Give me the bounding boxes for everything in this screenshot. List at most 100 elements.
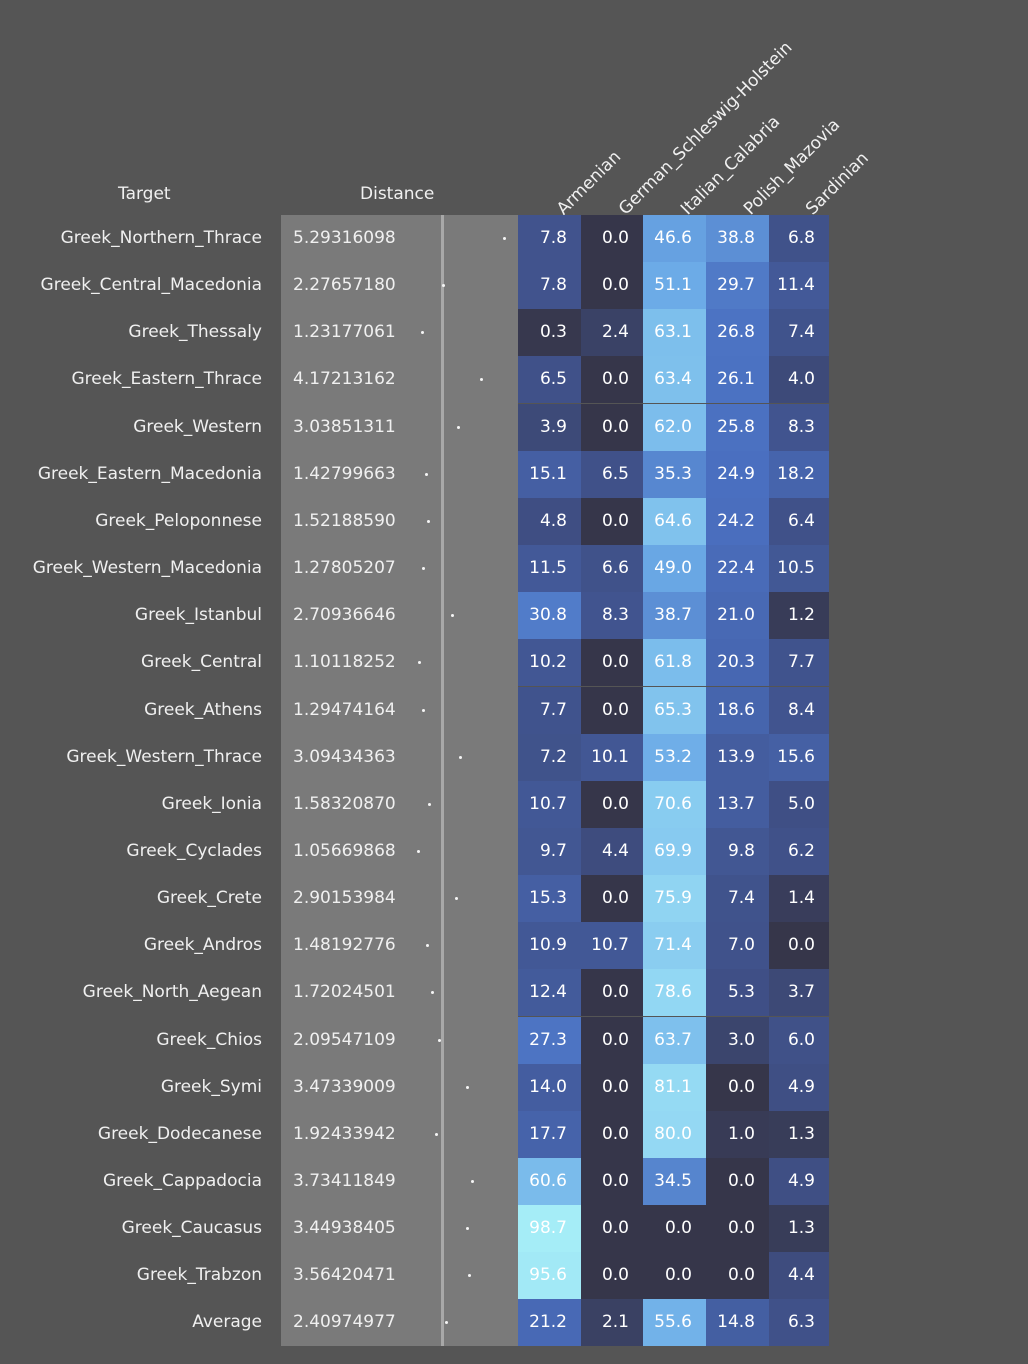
target-label: Greek_Northern_Thrace (60, 228, 262, 248)
heatmap-cell: 26.8 (706, 309, 769, 357)
heatmap-cell: 6.2 (769, 827, 829, 875)
heatmap-cell: 98.7 (518, 1205, 581, 1253)
distance-value: 1.42799663 (293, 463, 396, 484)
heatmap-cell: 0.0 (706, 1063, 769, 1111)
distance-marker (421, 567, 425, 571)
heatmap-cell: 70.6 (643, 780, 706, 828)
table-row: Greek_Ionia 1.58320870 10.7 0.0 70.6 13.7 5.0 (0, 780, 1028, 828)
target-label: Greek_Ionia (161, 793, 262, 814)
heatmap-cell: 8.3 (581, 592, 643, 640)
heatmap-cell: 63.1 (643, 309, 706, 357)
distance-marker (444, 1321, 448, 1325)
target-label: Greek_Symi (160, 1076, 262, 1097)
heatmap-cell: 63.4 (643, 356, 706, 404)
heatmap-cell: 7.4 (769, 309, 829, 357)
heatmap-cell: 0.0 (581, 215, 643, 262)
distance-value: 1.10118252 (293, 652, 396, 673)
heatmap-cell: 10.7 (518, 780, 581, 828)
heatmap-cell: 6.0 (769, 1016, 829, 1064)
heatmap-cell: 0.0 (581, 1016, 643, 1064)
distance-value: 4.17213162 (293, 369, 396, 390)
target-label: Greek_Trabzon (136, 1265, 262, 1286)
distance-marker (441, 284, 445, 288)
distance-marker (438, 1038, 442, 1042)
distance-value: 3.09434363 (293, 746, 396, 767)
distance-marker (422, 708, 426, 712)
heatmap-cell: 1.2 (769, 592, 829, 640)
heatmap-cell: 6.5 (581, 450, 643, 498)
distance-value: 2.09547109 (293, 1029, 396, 1050)
heatmap-cell: 4.0 (769, 356, 829, 404)
target-label: Greek_Cappadocia (102, 1171, 262, 1191)
distance-column-header: Distance (360, 184, 435, 204)
target-label: Greek_Crete (156, 888, 262, 909)
heatmap-cell: 0.0 (769, 922, 829, 970)
heatmap-cell: 0.0 (643, 1205, 706, 1253)
table-row: Greek_Western_Thrace 3.09434363 7.2 10.1 53.… (0, 733, 1028, 781)
heatmap-cell: 38.7 (643, 592, 706, 640)
heatmap-cell: 10.7 (581, 922, 643, 970)
table-row: Greek_Athens 1.29474164 7.7 0.0 65.3 18.6 8.4 (0, 686, 1028, 734)
heatmap-cell: 0.0 (581, 1063, 643, 1111)
table-row: Greek_Western_Macedonia 1.27805207 11.5 6.6… (0, 545, 1028, 593)
distance-value: 1.29474164 (293, 699, 396, 720)
target-label: Greek_Western_Thrace (66, 746, 262, 767)
heatmap-cell: 7.2 (518, 733, 581, 781)
distance-value: 1.23177061 (293, 322, 396, 343)
distance-value: 2.70936646 (293, 605, 396, 626)
heatmap-cell: 9.8 (706, 827, 769, 875)
heatmap-cell: 24.2 (706, 497, 769, 545)
heatmap-cell: 95.6 (518, 1252, 581, 1300)
distance-value: 3.56420471 (293, 1265, 396, 1286)
heatmap-cell: 0.0 (581, 356, 643, 404)
target-label: Average (192, 1312, 262, 1333)
heatmap-cell: 29.7 (706, 262, 769, 310)
table-row: Greek_North_Aegean 1.72024501 12.4 0.0 78.6 5… (0, 969, 1028, 1017)
column-header-armenian: Armenian (553, 146, 626, 220)
heatmap-cell: 63.7 (643, 1016, 706, 1064)
heatmap-cell: 0.0 (581, 1110, 643, 1158)
heatmap-cell: 0.0 (581, 969, 643, 1017)
distance-value: 1.92433942 (293, 1123, 396, 1144)
heatmap-cell: 35.3 (643, 450, 706, 498)
target-label: Greek_Andros (143, 935, 262, 956)
distance-marker (425, 944, 429, 948)
table-row: Greek_Istanbul 2.70936646 30.8 8.3 38.7 21.0 1… (0, 592, 1028, 640)
target-label: Greek_Cyclades (126, 840, 262, 861)
distance-value: 1.05669868 (293, 840, 396, 861)
table-row: Greek_Central 1.10118252 10.2 0.0 61.8 20.3 7.… (0, 639, 1028, 687)
heatmap-cell: 49.0 (643, 545, 706, 593)
heatmap-cell: 1.3 (769, 1205, 829, 1253)
heatmap-cell: 14.0 (518, 1063, 581, 1111)
heatmap-cell: 1.3 (769, 1110, 829, 1158)
distance-marker (467, 1274, 471, 1278)
distance-value: 2.90153984 (293, 888, 396, 909)
target-label: Greek_Eastern_Macedonia (37, 463, 262, 484)
heatmap-cell: 4.9 (769, 1063, 829, 1111)
target-column-header: Target (118, 184, 171, 204)
table-row: Greek_Northern_Thrace 5.29316098 7.8 0.0 46.… (0, 215, 1028, 262)
heatmap-cell: 20.3 (706, 639, 769, 687)
distance-marker (434, 1132, 438, 1136)
heatmap-cell: 18.6 (706, 686, 769, 734)
heatmap-cell: 53.2 (643, 733, 706, 781)
heatmap-cell: 51.1 (643, 262, 706, 310)
heatmap-cell: 0.0 (581, 262, 643, 310)
heatmap-cell: 30.8 (518, 592, 581, 640)
table-row: Greek_Cappadocia 3.73411849 60.6 0.0 34.5 0.0… (0, 1158, 1028, 1205)
heatmap-cell: 4.9 (769, 1158, 829, 1205)
target-label: Greek_Thessaly (128, 322, 262, 343)
heatmap-cell: 9.7 (518, 827, 581, 875)
heatmap-cell: 21.0 (706, 592, 769, 640)
heatmap-cell: 6.5 (518, 356, 581, 404)
distance-value: 1.52188590 (293, 510, 396, 531)
heatmap-cell: 6.6 (581, 545, 643, 593)
heatmap-cell: 6.3 (769, 1299, 829, 1347)
heatmap-cell: 7.8 (518, 215, 581, 262)
target-label: Greek_Central_Macedonia (40, 275, 262, 296)
target-label: Greek_Central (141, 652, 262, 673)
table-row: Greek_Andros 1.48192776 10.9 10.7 71.4 7.0 0.0 (0, 922, 1028, 970)
heatmap-cell: 8.3 (769, 403, 829, 451)
heatmap-cell: 4.4 (769, 1252, 829, 1300)
